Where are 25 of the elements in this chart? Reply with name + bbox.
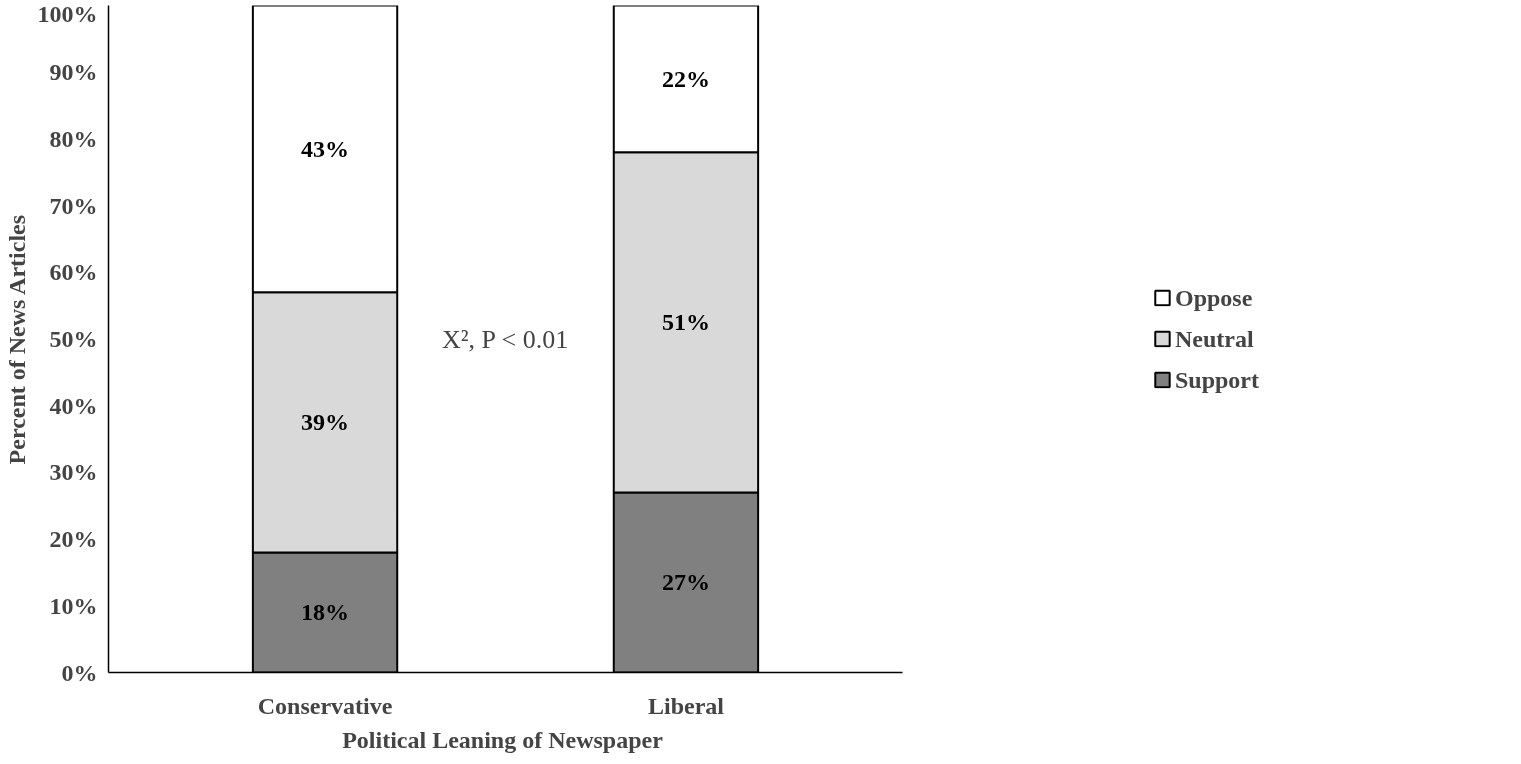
y-tick-label: 40% [49,392,98,419]
data-label: 27% [661,569,710,596]
annotation: X², P < 0.01 [441,324,569,354]
y-tick-label: 30% [49,459,98,486]
data-label: 22% [661,65,710,92]
y-tick-label: 20% [49,526,98,553]
x-tick-label: Liberal [647,692,725,719]
y-axis-title: Percent of News Articles [3,214,30,465]
x-tick-label: Conservative [257,692,393,719]
y-tick-label: 0% [61,659,98,686]
y-tick-label: 90% [49,59,98,86]
y-tick-label: 70% [49,192,98,219]
y-tick-label: 50% [49,326,98,352]
data-label: 18% [301,599,350,626]
legend-label: Support [1174,366,1260,393]
y-tick-label: 100% [37,0,98,27]
data-label: 51% [661,309,710,336]
data-label: 43% [301,135,350,162]
x-axis-title: Political Leaning of Newspaper [342,726,664,753]
legend-label: Neutral [1174,325,1254,352]
y-tick-label: 10% [49,592,98,619]
y-tick-label: 80% [49,125,98,152]
data-label: 39% [301,409,350,436]
legend-label: Oppose [1174,284,1253,311]
y-tick-label: 60% [49,259,98,286]
